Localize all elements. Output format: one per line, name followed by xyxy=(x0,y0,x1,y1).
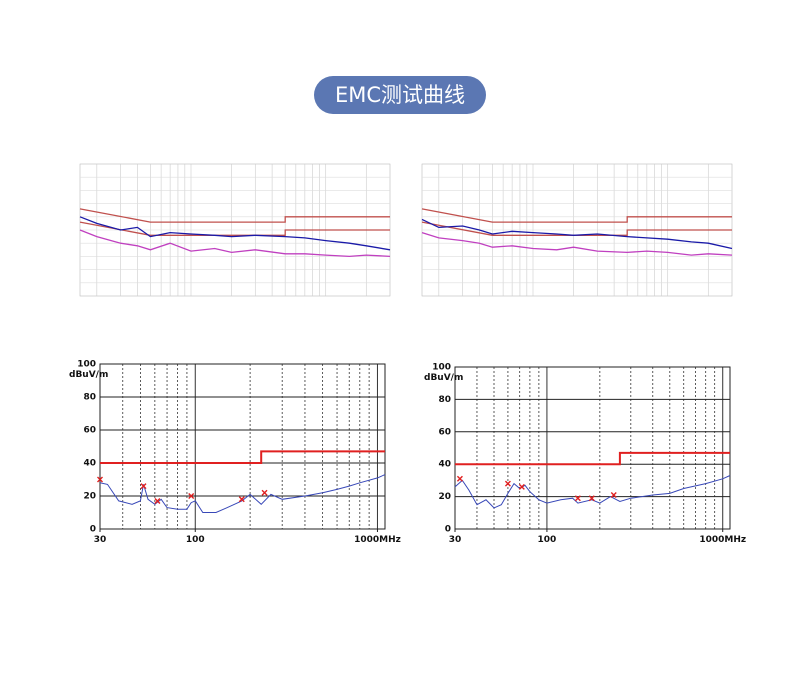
y-tick-label: 80 xyxy=(83,393,96,403)
y-tick-label: 20 xyxy=(438,492,451,502)
series-line xyxy=(421,231,733,256)
peak-marker xyxy=(97,476,103,483)
peak-marker xyxy=(261,489,268,496)
y-tick-label: 80 xyxy=(438,395,451,405)
y-tick-label: 40 xyxy=(438,460,451,470)
x-tick-label: 100 xyxy=(538,535,557,545)
peak-marker xyxy=(238,496,245,503)
chart: 0 20 40 60 80 100 30 100 1000MHz dBuV/m xyxy=(69,360,401,546)
peak-marker xyxy=(504,480,511,487)
peak-marker xyxy=(140,483,147,490)
series-line xyxy=(79,221,390,236)
y-tick-label: 0 xyxy=(445,525,451,535)
series-line xyxy=(79,216,391,251)
peak-marker xyxy=(588,495,595,502)
series-line xyxy=(455,451,730,466)
x-tick-label: 30 xyxy=(94,535,107,545)
y-axis-label: dBuV/m xyxy=(424,373,463,383)
series-line xyxy=(79,229,391,258)
peak-marker xyxy=(456,475,463,482)
peak-marker xyxy=(574,495,581,502)
x-tick-label: 1000MHz xyxy=(699,535,746,545)
series-line xyxy=(99,474,386,513)
y-tick-label: 100 xyxy=(77,360,96,370)
x-tick-label: 30 xyxy=(449,535,462,545)
plot-area xyxy=(99,363,386,530)
title-badge xyxy=(314,76,486,114)
series-line xyxy=(421,218,733,250)
x-tick-label: 100 xyxy=(186,535,205,545)
y-tick-label: 60 xyxy=(438,427,451,437)
chart xyxy=(79,163,391,297)
chart xyxy=(421,163,733,297)
series-line xyxy=(454,475,731,509)
series-line xyxy=(100,450,385,464)
y-axis-label: dBuV/m xyxy=(69,370,108,380)
peak-marker xyxy=(518,483,525,490)
peak-marker xyxy=(610,491,617,498)
peak-marker xyxy=(188,493,195,499)
plot-area xyxy=(454,366,731,530)
y-tick-label: 60 xyxy=(83,426,96,436)
peak-marker xyxy=(154,497,161,504)
y-tick-label: 100 xyxy=(432,363,451,373)
x-tick-label: 1000MHz xyxy=(354,535,401,545)
series-line xyxy=(421,221,732,236)
series-line xyxy=(79,208,390,223)
y-tick-label: 0 xyxy=(90,525,96,535)
y-tick-label: 20 xyxy=(83,492,96,502)
series-line xyxy=(421,208,732,223)
chart: 0 20 40 60 80 100 30 100 1000MHz dBuV/m xyxy=(424,363,746,546)
y-tick-label: 40 xyxy=(83,459,96,469)
title: EMC测试曲线 xyxy=(335,83,465,107)
